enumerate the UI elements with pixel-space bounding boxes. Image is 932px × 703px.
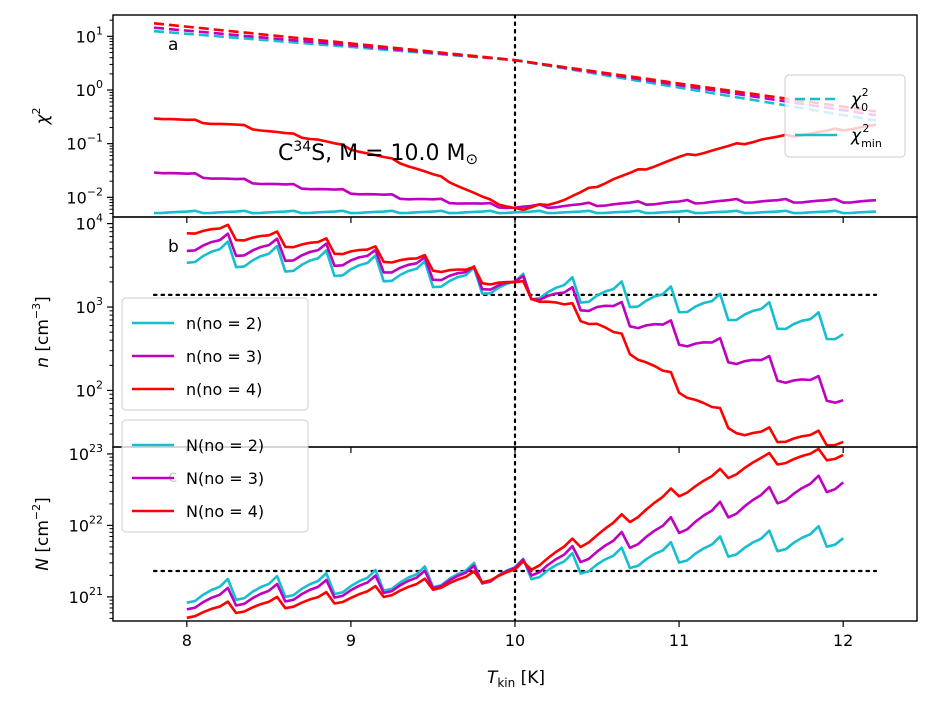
plot-area-c [152,447,878,621]
legend-b: n(no = 2) n(no = 3) n(no = 4) [121,297,309,411]
y-ticks-b: 102 103 104 [76,212,113,435]
x-tick-label: 8 [182,631,192,650]
y-ticks-c: 1021 1022 1023 [69,442,113,619]
legend-label: χ02 [850,86,869,114]
legend-label: n(no = 2) [186,314,262,333]
plot-area-a [153,15,877,217]
series-line-a-2 [153,22,877,113]
annotation-middle: S, M = 10.0 M [311,141,465,166]
y-tick-label: 100 [76,78,103,100]
legend-box [784,74,906,158]
panel-a: 10−2 10−1 100 101 a χ2 χ02 χmin2 [30,14,918,223]
x-axis-label-unit: [K] [515,668,545,688]
y-tick-label: 101 [76,24,103,46]
legend-label: n(no = 4) [186,380,262,399]
legend-label: χmin2 [850,122,882,150]
y-tick-label: 1021 [69,585,103,607]
series-line-b-2 [186,223,844,447]
y-tick-label: 102 [76,378,103,400]
x-axis-label: Tkin [K] [487,668,545,690]
annotation-sub: ⊙ [466,150,479,168]
legend-label: n(no = 3) [186,347,262,366]
y-tick-label: 104 [76,212,103,234]
x-tick-label: 10 [505,631,525,650]
legend-label: N(no = 2) [186,436,264,455]
y-ticks-a: 10−2 10−1 100 101 [66,19,113,214]
x-axis-label-sub: kin [497,676,515,690]
y-tick-label: 1022 [69,513,103,535]
panel-c: 10211022102389101112cN [cm−2]N(no = 2)N(… [30,419,918,650]
x-tick-label: 9 [346,631,356,650]
annotation-prefix: C [278,141,293,166]
panel-label-a: a [168,35,178,55]
series-line-a-3 [153,209,877,215]
y-axis-label-c: N [cm−2] [30,497,53,571]
y-tick-label: 1023 [69,442,103,464]
y-tick-label: 10−2 [66,185,103,207]
annotation-sup: 34 [293,139,311,155]
x-axis-label-main: T [487,668,499,688]
legend-a: χ02 χmin2 [784,74,906,158]
annotation-text: C34S, M = 10.0 M⊙ [278,139,478,168]
x-tick-label: 11 [669,631,689,650]
legend-box [121,419,309,533]
legend-label: N(no = 4) [186,502,264,521]
legend-label: N(no = 3) [186,469,264,488]
series-line-a-5 [153,117,877,211]
y-axis-label-b: n [cm−3] [30,296,53,368]
y-tick-label: 10−1 [66,132,103,154]
x-tick-label: 12 [833,631,853,650]
legend-c: N(no = 2) N(no = 3) N(no = 4) [121,419,309,533]
legend-box [121,297,309,411]
plot-area-b [152,217,878,447]
series-line-c-2 [186,447,844,620]
panel-label-b: b [168,237,179,257]
y-tick-label: 103 [76,295,103,317]
y-axis-label-a: χ2 [30,107,53,125]
